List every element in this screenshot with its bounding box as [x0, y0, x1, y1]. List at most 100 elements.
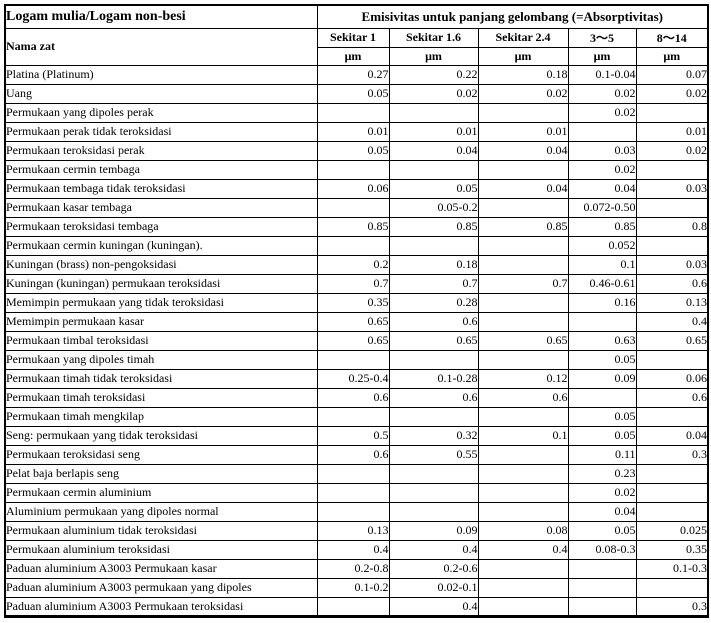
substance-name: Permukaan perak tidak teroksidasi: [4, 121, 318, 142]
substance-name: Permukaan timah tidak teroksidasi: [4, 368, 318, 389]
emissivity-value: 0.4: [477, 539, 569, 560]
emissivity-value: 0.09: [567, 368, 637, 389]
emissivity-value: 0.072-0.50: [567, 197, 637, 218]
emissivity-value: 0.63: [567, 330, 637, 351]
emissivity-value: [477, 254, 569, 275]
emissivity-value: [388, 501, 479, 522]
emissivity-value: 0.7: [477, 273, 569, 294]
emissivity-value: 0.02: [635, 83, 709, 104]
emissivity-value: 0.7: [316, 273, 390, 294]
substance-name: Paduan aluminium A3003 permukaan yang di…: [4, 577, 318, 598]
emissivity-value: 0.22: [388, 64, 479, 85]
emissivity-value: [388, 102, 479, 123]
table-row: Paduan aluminium A3003 Permukaan teroksi…: [4, 596, 709, 617]
emissivity-value: 0.28: [388, 292, 479, 313]
emissivity-value: [477, 482, 569, 503]
emissivity-value: 0.1: [567, 254, 637, 275]
emissivity-value: [316, 102, 390, 123]
emissivity-value: 0.1-0.3: [635, 558, 709, 579]
table-row: Paduan aluminium A3003 Permukaan kasar 0.…: [4, 558, 709, 579]
emissivity-value: 0.05: [388, 178, 479, 199]
emissivity-value: [567, 558, 637, 579]
emissivity-value: 0.16: [567, 292, 637, 313]
emissivity-value: 0.65: [635, 330, 709, 351]
table-row: Permukaan yang dipoles perak 0.02: [4, 102, 709, 123]
emissivity-value: [635, 406, 709, 427]
emissivity-value: 0.02: [635, 140, 709, 161]
substance-name: Paduan aluminium A3003 Permukaan teroksi…: [4, 596, 318, 617]
emissivity-value: 0.2-0.8: [316, 558, 390, 579]
table-row: Pelat baja berlapis seng 0.23: [4, 463, 709, 484]
substance-name: Aluminium permukaan yang dipoles normal: [4, 501, 318, 522]
emissivity-value: 0.27: [316, 64, 390, 85]
emissivity-value: 0.05: [316, 140, 390, 161]
table-row: Permukaan cermin kuningan (kuningan). 0.0…: [4, 235, 709, 256]
table-row: Permukaan aluminium teroksidasi 0.4 0.4 0.4…: [4, 539, 709, 560]
emissivity-value: [635, 349, 709, 370]
emissivity-value: 0.6: [477, 387, 569, 408]
table-category-title: Logam mulia/Logam non-besi: [4, 4, 318, 29]
emissivity-value: [567, 596, 637, 617]
emissivity-value: 0.3: [635, 444, 709, 465]
emissivity-value: [316, 596, 390, 617]
emissivity-value: 0.13: [316, 520, 390, 541]
table-row: Permukaan yang dipoles timah 0.05: [4, 349, 709, 370]
emissivity-value: 0.6: [388, 311, 479, 332]
emissivity-value: 0.13: [635, 292, 709, 313]
column-header-sekitar-2-4: Sekitar 2.4: [477, 27, 569, 48]
emissivity-value: 0.65: [316, 330, 390, 351]
unit-header-sekitar-1: μm: [316, 46, 390, 66]
table-row: Kuningan (brass) non-pengoksidasi 0.2 0.18…: [4, 254, 709, 275]
emissivity-value: 0.1-0.28: [388, 368, 479, 389]
emissivity-value: 0.08-0.3: [567, 539, 637, 560]
emissivity-value: 0.01: [635, 121, 709, 142]
emissivity-value: [635, 463, 709, 484]
emissivity-value: 0.55: [388, 444, 479, 465]
table-row: Permukaan teroksidasi seng 0.6 0.55 0.11 0.3: [4, 444, 709, 465]
emissivity-value: 0.03: [635, 254, 709, 275]
emissivity-value: 0.05-0.2: [388, 197, 479, 218]
emissivity-value: [388, 159, 479, 180]
emissivity-table: Logam mulia/Logam non-besi Emisivitas un…: [4, 4, 710, 618]
emissivity-value: 0.03: [635, 178, 709, 199]
emissivity-value: 0.2-0.6: [388, 558, 479, 579]
emissivity-value: 0.02: [477, 83, 569, 104]
substance-name: Permukaan cermin tembaga: [4, 159, 318, 180]
emissivity-value: [567, 577, 637, 598]
emissivity-value: 0.1: [477, 425, 569, 446]
table-row: Permukaan cermin tembaga 0.02: [4, 159, 709, 180]
emissivity-value: 0.23: [567, 463, 637, 484]
substance-name: Kuningan (brass) non-pengoksidasi: [4, 254, 318, 275]
emissivity-value: [635, 235, 709, 256]
emissivity-value: 0.04: [567, 178, 637, 199]
table-row: Permukaan tembaga tidak teroksidasi 0.06 0…: [4, 178, 709, 199]
emissivity-value: [477, 311, 569, 332]
substance-name: Permukaan aluminium tidak teroksidasi: [4, 520, 318, 541]
table-row: Memimpin permukaan kasar 0.65 0.6 0.4: [4, 311, 709, 332]
emissivity-value: 0.06: [635, 368, 709, 389]
table-row: Aluminium permukaan yang dipoles normal 0…: [4, 501, 709, 522]
emissivity-value: [477, 501, 569, 522]
emissivity-value: 0.85: [567, 216, 637, 237]
table-row: Permukaan perak tidak teroksidasi 0.01 0.0…: [4, 121, 709, 142]
emissivity-value: 0.02-0.1: [388, 577, 479, 598]
table-row: Permukaan timah teroksidasi 0.6 0.6 0.6 0.6: [4, 387, 709, 408]
substance-name: Permukaan cermin aluminium: [4, 482, 318, 503]
emissivity-value: 0.65: [316, 311, 390, 332]
emissivity-value: 0.35: [635, 539, 709, 560]
emissivity-value: 0.02: [567, 102, 637, 123]
table-row: Permukaan timah tidak teroksidasi 0.25-0.…: [4, 368, 709, 389]
column-header-8-14: 8〜14: [635, 27, 709, 48]
emissivity-value: 0.6: [316, 387, 390, 408]
emissivity-value: 0.08: [477, 520, 569, 541]
emissivity-value: 0.025: [635, 520, 709, 541]
emissivity-value: [316, 406, 390, 427]
emissivity-value: [635, 501, 709, 522]
table-row: Permukaan aluminium tidak teroksidasi 0.1…: [4, 520, 709, 541]
substance-name: Permukaan tembaga tidak teroksidasi: [4, 178, 318, 199]
substance-name: Pelat baja berlapis seng: [4, 463, 318, 484]
emissivity-value: 0.6: [388, 387, 479, 408]
emissivity-value: 0.02: [388, 83, 479, 104]
emissivity-value: [635, 577, 709, 598]
emissivity-value: 0.05: [567, 425, 637, 446]
